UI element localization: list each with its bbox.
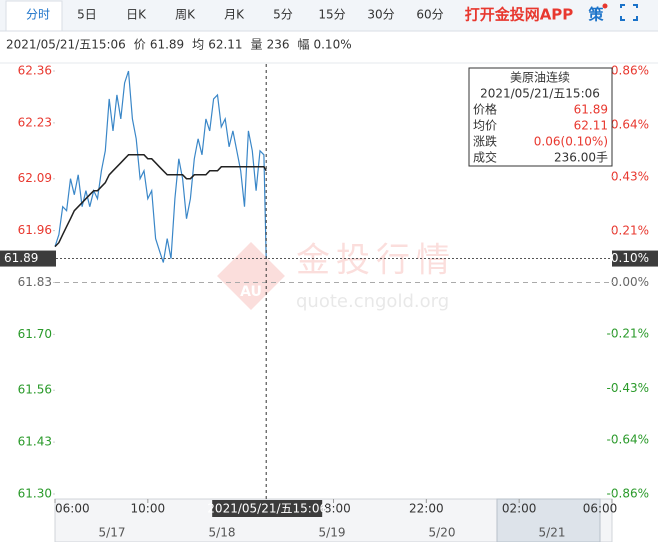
tooltip-title: 美原油连续	[510, 70, 570, 85]
x-tick-label: 10:00	[131, 502, 166, 516]
current-change-label: 0.10%	[611, 251, 649, 265]
x-tick-label: 06:00	[583, 502, 618, 516]
info-value: 236	[267, 38, 290, 52]
watermark-brand: 金投行情	[296, 241, 456, 281]
tab[interactable]: 周K	[175, 8, 196, 22]
tooltip-value: 0.06(0.10%)	[534, 135, 608, 149]
info-label: 均	[192, 38, 204, 52]
fullscreen-icon[interactable]	[620, 4, 638, 21]
tab[interactable]: 15分	[318, 8, 345, 22]
y2-tick-label: 0.00%	[611, 275, 649, 289]
tooltip-label: 均价	[473, 119, 497, 133]
watermark-url: quote.cngold.org	[296, 291, 449, 312]
navigator-date: 5/20	[429, 526, 456, 540]
watermark: AU 金投行情 quote.cngold.org	[217, 241, 456, 312]
tab[interactable]: 60分	[416, 8, 443, 22]
tooltip-time: 2021/05/21/五15:06	[480, 87, 600, 101]
active-tab-bg	[5, 0, 63, 32]
tooltip-box	[468, 67, 613, 167]
tab[interactable]: 日K	[126, 8, 147, 22]
x-tick-label: 06:00	[55, 502, 90, 516]
price-line	[54, 70, 267, 263]
current-price-box	[0, 250, 56, 267]
navigator-date: 5/19	[319, 526, 346, 540]
tab[interactable]: 5日	[77, 8, 97, 22]
y-tick-label: 61.70	[18, 327, 52, 341]
tooltip-value: 62.11	[574, 119, 608, 133]
watermark-logo-text: AU	[240, 284, 262, 300]
x-tick-label: 22:00	[409, 502, 444, 516]
x-tick-label: 02:00	[502, 502, 537, 516]
y2-tick-label: 0.86%	[611, 64, 649, 78]
navigator-date: 5/18	[209, 526, 236, 540]
crosshair-time-box	[212, 500, 323, 517]
info-label: 幅	[297, 37, 309, 52]
tooltip-label: 成交	[473, 150, 497, 165]
x-tick-label: 18:00	[316, 502, 351, 516]
info-value: 0.10%	[313, 38, 351, 52]
strategy-icon[interactable]: 策	[587, 6, 604, 24]
y2-tick-label: 0.64%	[611, 118, 649, 132]
y2-tick-label: -0.43%	[607, 381, 649, 395]
y-tick-label: 62.36	[18, 64, 52, 78]
y2-tick-label: -0.86%	[607, 487, 649, 501]
y-tick-label: 62.23	[18, 115, 52, 129]
y-tick-label: 61.83	[18, 275, 52, 289]
y2-tick-label: 0.21%	[611, 223, 649, 237]
y-tick-label: 61.56	[18, 383, 52, 397]
tab-bar	[0, 0, 658, 31]
y2-tick-label: -0.21%	[607, 327, 649, 341]
tooltip-value: 61.89	[574, 103, 608, 117]
y-tick-label: 61.96	[18, 223, 52, 237]
y2-tick-label: -0.64%	[607, 432, 649, 446]
tooltip-value: 236.00手	[554, 151, 608, 165]
navigator-window[interactable]	[496, 498, 601, 542]
tab[interactable]: 月K	[224, 8, 245, 22]
y-tick-label: 61.43	[18, 435, 52, 449]
navigator-date: 5/21	[539, 526, 566, 540]
navigator-date: 5/17	[99, 526, 126, 540]
app-link[interactable]: 打开金投网APP	[465, 6, 574, 24]
watermark-logo	[217, 242, 285, 310]
average-line	[54, 154, 267, 248]
y2-tick-label: 0.43%	[611, 169, 649, 183]
tooltip-label: 涨跌	[473, 134, 497, 149]
crosshair-time: 2021/05/21/五15:06	[207, 502, 327, 516]
badge	[602, 3, 608, 9]
current-price-label: 61.89	[4, 251, 38, 265]
info-time: 2021/05/21/五15:06	[6, 38, 126, 52]
tooltip-label: 价格	[473, 102, 497, 117]
tab[interactable]: 5分	[273, 8, 293, 22]
tab[interactable]: 分时	[26, 8, 50, 22]
info-value: 62.11	[208, 38, 242, 52]
y-tick-label: 61.30	[18, 487, 52, 501]
y-tick-label: 62.09	[18, 171, 52, 185]
info-label: 价	[134, 38, 146, 52]
info-label: 量	[251, 38, 263, 52]
tab[interactable]: 30分	[367, 8, 394, 22]
current-change-box	[612, 250, 658, 267]
info-value: 61.89	[150, 38, 184, 52]
